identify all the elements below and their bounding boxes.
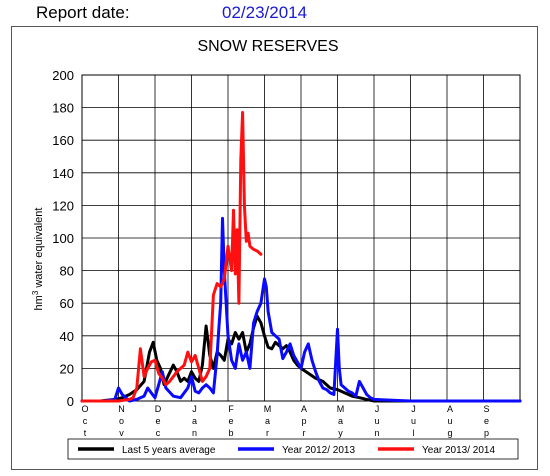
legend-label: Last 5 years average [122,445,216,456]
x-tick-letter: g [447,428,452,438]
y-axis-label-exponent: 3 [31,290,40,295]
y-tick-label: 20 [60,361,74,376]
x-tick-letter: c [156,428,161,438]
x-tick-letter: D [155,404,162,414]
x-tick-letter: J [192,404,197,414]
x-tick-letter: S [483,404,489,414]
x-tick-letter: M [337,404,345,414]
x-tick-letter: u [447,416,452,426]
x-tick-letter: u [411,416,416,426]
chart-title: SNOW RESERVES [197,38,338,55]
x-tick-letter: p [301,416,306,426]
legend-label: Year 2012/ 2013 [282,445,355,456]
x-tick-letter: a [265,416,270,426]
x-tick-letter: v [119,428,124,438]
y-tick-label: 180 [52,101,74,116]
grid [81,74,521,402]
x-tick-letter: A [301,404,307,414]
y-tick-label: 200 [52,68,74,83]
x-tick-letter: c [83,416,88,426]
x-tick-letter: M [264,404,272,414]
x-tick-letter: r [266,428,269,438]
y-tick-label: 100 [52,231,74,246]
x-tick-letter: O [81,404,88,414]
x-tick-letter: e [155,416,160,426]
y-tick-label: 80 [60,264,74,279]
series-line-year-2013-2014 [80,111,263,403]
y-tick-label: 0 [67,394,74,409]
x-tick-letter: p [484,428,489,438]
snow-reserves-chart: SNOW RESERVES hm3 water equivalent 0 20 40… [31,38,522,460]
x-tick-letter: J [411,404,416,414]
legend-label: Year 2013/ 2014 [422,445,495,456]
x-tick-letter: n [192,428,197,438]
legend: Last 5 years average Year 2012/ 2013 Year … [67,438,519,460]
x-tick-letter: e [228,416,233,426]
x-tick-letter: y [338,428,343,438]
y-tick-labels: 0 20 40 60 80 100 120 140 160 180 200 [52,68,74,409]
x-tick-letter: a [192,416,197,426]
report-date-label: Report date: [36,3,130,22]
series-lines [80,111,522,403]
plot-frame [81,74,521,402]
chart-panel: SNOW RESERVES hm3 water equivalent 0 20 40… [11,26,538,470]
x-tick-letter: b [228,428,233,438]
y-tick-label: 60 [60,296,74,311]
y-axis-label: hm3 water equivalent [31,208,45,311]
x-tick-letter: e [484,416,489,426]
x-tick-letter: N [118,404,125,414]
y-axis-label-unit: hm [33,295,45,310]
x-tick-letter: o [119,416,124,426]
x-tick-letter: A [447,404,453,414]
y-axis-label-text: water equivalent [33,208,45,291]
x-tick-letter: n [374,428,379,438]
legend-box [67,438,519,460]
x-tick-letter: F [228,404,234,414]
y-tick-label: 160 [52,133,74,148]
x-tick-letter: a [338,416,343,426]
x-tick-letter: t [84,428,87,438]
y-tick-label: 140 [52,166,74,181]
y-tick-label: 120 [52,198,74,213]
x-tick-letter: J [375,404,380,414]
x-tick-letter: r [303,428,306,438]
y-tick-label: 40 [60,329,74,344]
x-tick-letter: u [374,416,379,426]
x-tick-letter: l [413,428,415,438]
report-date-value: 02/23/2014 [222,3,308,22]
